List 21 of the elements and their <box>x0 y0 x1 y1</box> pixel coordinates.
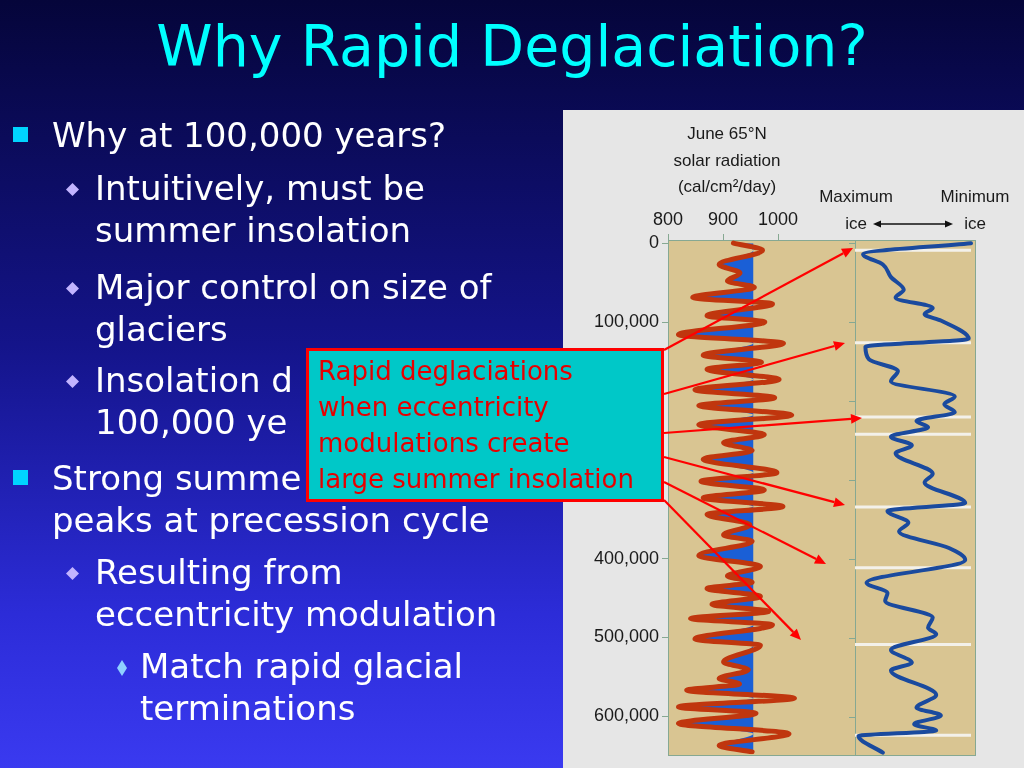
y-tick-label: 500,000 <box>593 626 659 647</box>
text: Strong summe <box>52 457 302 499</box>
text: Maximum ice <box>818 186 894 235</box>
text: Minimum ice <box>939 186 1011 235</box>
text: Major control on size of glaciers <box>95 266 492 350</box>
text: Why Rapid Deglaciation? <box>155 13 869 79</box>
text: Match rapid glacial terminations <box>140 645 464 729</box>
x-tick-label: 1000 <box>757 209 799 230</box>
x-tick-label: 900 <box>707 209 739 230</box>
y-tick-label: 100,000 <box>593 310 659 331</box>
y-tick-label: 600,000 <box>593 705 659 726</box>
y-tick-label: 0 <box>648 232 659 253</box>
text: Why at 100,000 years? <box>52 114 447 156</box>
text: Resulting from eccentricity modulation <box>95 551 498 635</box>
text: peaks at precession cycle <box>52 499 490 541</box>
text: Insolation d 100,000 ye <box>95 359 293 443</box>
text: Intuitively, must be summer insolation <box>95 167 425 251</box>
text: Rapid deglaciations when eccentricity modulations create large summer insolation <box>318 355 634 496</box>
x-axis-title: June 65°N solar radiation (cal/cm²/day) <box>673 124 781 196</box>
y-tick-label: 400,000 <box>593 547 659 568</box>
x-tick-label: 800 <box>652 209 684 230</box>
